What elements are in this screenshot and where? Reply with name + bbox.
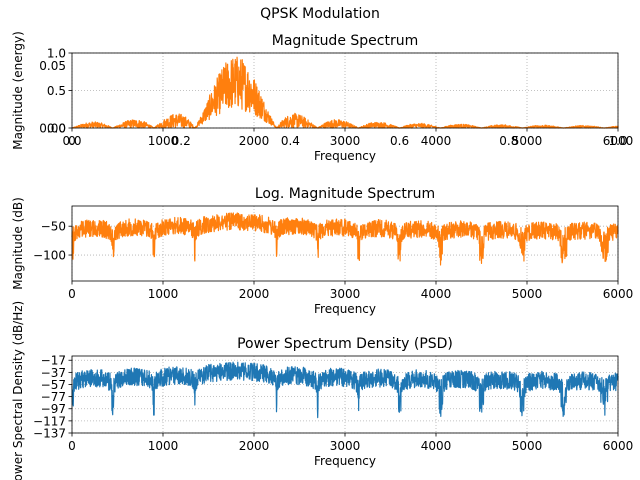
- magnitude-xtick-label: 4000: [421, 134, 452, 148]
- magnitude-overlay-xtick-label: 0.2: [172, 134, 191, 148]
- magnitude-ytick-label: 0.5: [47, 84, 66, 98]
- magnitude-xlabel: Frequency: [314, 149, 376, 163]
- magnitude-overlay-xtick-label: 0.8: [499, 134, 518, 148]
- log-magnitude-ytick-label: −50: [41, 220, 66, 234]
- magnitude-ytick-label: 0.0: [47, 122, 66, 136]
- psd-xtick-label: 2000: [239, 439, 270, 453]
- magnitude-xtick-label: 0: [68, 134, 76, 148]
- magnitude-overlay-ytick-label: 0.05: [39, 59, 66, 73]
- psd-xtick-label: 1000: [148, 439, 179, 453]
- psd-xlabel: Frequency: [314, 454, 376, 468]
- log-magnitude-xtick-label: 1000: [148, 287, 179, 301]
- log-magnitude-xtick-label: 2000: [239, 287, 270, 301]
- magnitude-overlay-xtick-label: 1.0: [608, 134, 627, 148]
- log-magnitude-xlabel: Frequency: [314, 302, 376, 316]
- figure-suptitle: QPSK Modulation: [260, 6, 380, 22]
- psd-xtick-label: 0: [68, 439, 76, 453]
- log-magnitude-xtick-label: 5000: [512, 287, 543, 301]
- magnitude-overlay-xtick-label: 0.6: [390, 134, 409, 148]
- log-magnitude-line: [71, 212, 619, 266]
- log-magnitude-ylabel: Magnitude (dB): [11, 197, 25, 290]
- psd-ytick-label: −117: [33, 414, 66, 428]
- magnitude-spectrum-panel: 0 1000 2000 3000 4000 5000 6000 0.0 0.5 1.0 0.0 0.2…: [11, 31, 633, 163]
- psd-ytick-label: −137: [33, 427, 66, 441]
- magnitude-title: Magnitude Spectrum: [272, 33, 418, 49]
- log-magnitude-xtick-label: 4000: [421, 287, 452, 301]
- psd-ytick-label: −57: [41, 378, 66, 392]
- psd-xtick-label: 5000: [512, 439, 543, 453]
- psd-title: Power Spectrum Density (PSD): [237, 336, 453, 352]
- magnitude-overlay-xtick-label: 0.4: [281, 134, 300, 148]
- log-magnitude-xtick-label: 6000: [603, 287, 634, 301]
- magnitude-xtick-label: 1000: [148, 134, 179, 148]
- psd-ticks: 0 1000 2000 3000 4000 5000 6000 −17−37−57−77−97…: [33, 354, 633, 453]
- magnitude-ylabel: Magnitude (energy): [11, 31, 25, 150]
- magnitude-overlay-xtick-label: 0.0: [62, 134, 81, 148]
- log-magnitude-series: [71, 212, 619, 266]
- log-magnitude-xtick-label: 3000: [330, 287, 361, 301]
- psd-panel: 0 1000 2000 3000 4000 5000 6000 −17−37−57−77−97…: [11, 301, 633, 480]
- magnitude-xtick-label: 5000: [512, 134, 543, 148]
- psd-xtick-label: 6000: [603, 439, 634, 453]
- magnitude-ticks: 0 1000 2000 3000 4000 5000 6000 0.0 0.5 1.0 0.0 0.2…: [39, 47, 633, 149]
- log-magnitude-spectrum-panel: 0 1000 2000 3000 4000 5000 6000 −50 −100 Log. Ma…: [11, 186, 633, 316]
- psd-ylabel: Power Spectral Density (dB/Hz): [11, 301, 25, 480]
- magnitude-overlay-ytick-label: 0.00: [39, 122, 66, 136]
- log-magnitude-xtick-label: 0: [68, 287, 76, 301]
- magnitude-xtick-label: 6000: [603, 134, 634, 148]
- psd-xtick-label: 3000: [330, 439, 361, 453]
- psd-xtick-label: 4000: [421, 439, 452, 453]
- psd-ytick-label: −77: [41, 390, 66, 404]
- psd-series: [71, 361, 619, 419]
- log-magnitude-ytick-label: −100: [33, 249, 66, 263]
- magnitude-ytick-label: 1.0: [47, 47, 66, 61]
- log-magnitude-ticks: 0 1000 2000 3000 4000 5000 6000 −50 −100: [33, 220, 633, 301]
- magnitude-xtick-label: 2000: [239, 134, 270, 148]
- psd-line: [71, 361, 619, 419]
- psd-ytick-label: −37: [41, 366, 66, 380]
- log-magnitude-title: Log. Magnitude Spectrum: [255, 186, 435, 202]
- psd-ytick-label: −17: [41, 354, 66, 368]
- magnitude-xtick-label: 3000: [330, 134, 361, 148]
- psd-ytick-label: −97: [41, 402, 66, 416]
